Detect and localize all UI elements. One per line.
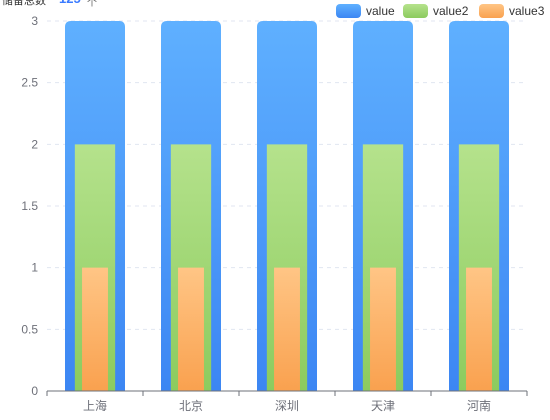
y-tick-label: 0.5 bbox=[21, 322, 38, 336]
y-tick-label: 2.5 bbox=[21, 76, 38, 90]
bar-value3-4 bbox=[466, 267, 492, 391]
bar-value3-0 bbox=[82, 267, 108, 391]
y-tick-label: 3 bbox=[31, 14, 38, 28]
header-suffix: 个 bbox=[87, 0, 97, 9]
legend-swatch-value3 bbox=[479, 4, 504, 18]
bar-value3-2 bbox=[274, 267, 300, 391]
legend-item-value[interactable]: value bbox=[336, 4, 395, 18]
x-tick-label: 深圳 bbox=[275, 399, 299, 413]
y-tick-label: 0 bbox=[31, 384, 38, 398]
legend-swatch-value2 bbox=[403, 4, 428, 18]
x-tick-label: 天津 bbox=[371, 399, 395, 413]
bar-value3-3 bbox=[370, 267, 396, 391]
x-tick-label: 上海 bbox=[83, 398, 107, 413]
x-tick-label: 河南 bbox=[467, 398, 491, 413]
legend-label-value3: value3 bbox=[509, 4, 545, 18]
legend-item-value3[interactable]: value3 bbox=[479, 4, 544, 18]
x-tick-label: 北京 bbox=[179, 399, 203, 413]
y-tick-label: 2 bbox=[31, 137, 38, 151]
header-label: 储备总数 bbox=[2, 0, 46, 7]
legend-label-value2: value2 bbox=[433, 4, 469, 18]
legend-item-value2[interactable]: value2 bbox=[403, 4, 468, 18]
legend-swatch-value bbox=[336, 4, 361, 18]
y-tick-label: 1 bbox=[31, 261, 38, 275]
legend-label-value: value bbox=[366, 4, 395, 18]
header-count: 125 bbox=[59, 0, 81, 6]
bar-value3-1 bbox=[178, 267, 204, 391]
y-tick-label: 1.5 bbox=[21, 199, 38, 213]
